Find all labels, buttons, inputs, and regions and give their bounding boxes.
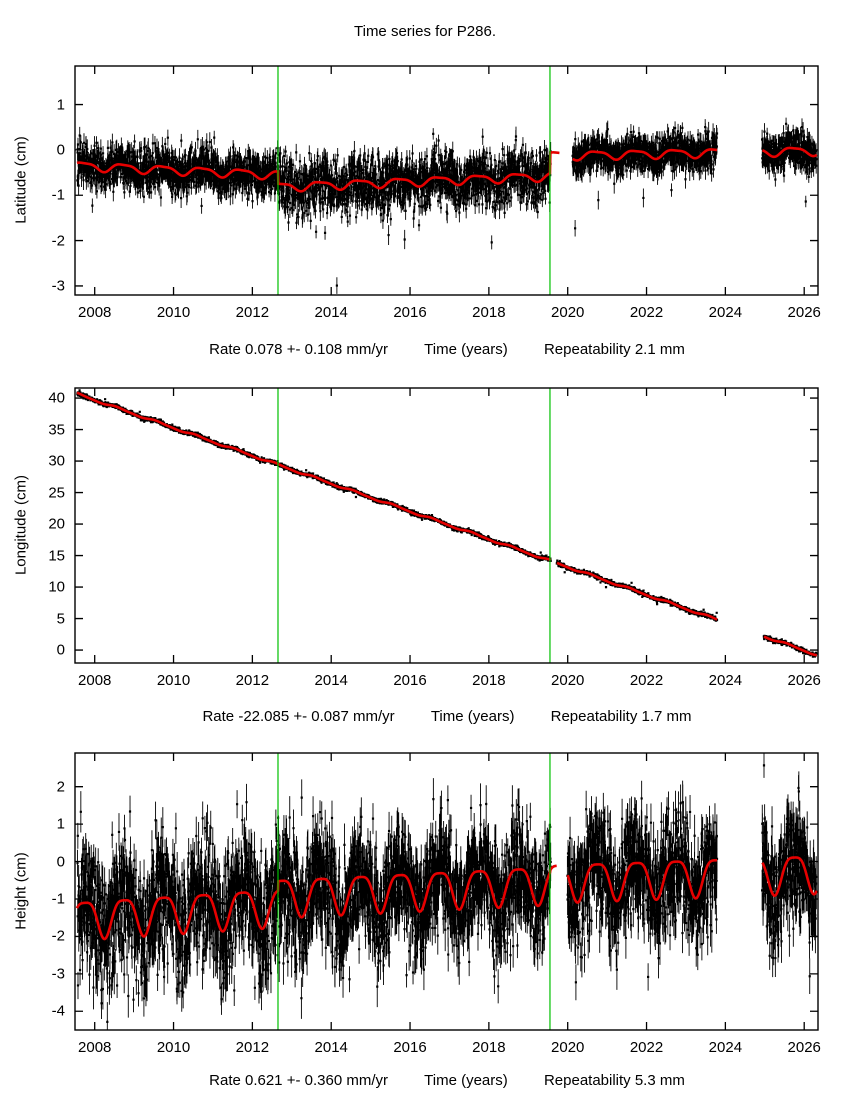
y-tick-label: 30 xyxy=(48,452,65,470)
x-tick-label: 2018 xyxy=(472,1039,506,1056)
repeatability-label-longitude: Repeatability 1.7 mm xyxy=(550,708,692,725)
x-tick-label: 2026 xyxy=(787,1039,821,1056)
x-tick-label: 2022 xyxy=(629,1039,664,1056)
x-axis-label: Time (years) xyxy=(424,341,508,358)
x-tick-label: 2014 xyxy=(314,672,348,689)
x-tick-label: 2010 xyxy=(156,672,191,689)
y-tick-label: 5 xyxy=(56,610,65,628)
y-tick-label: 0 xyxy=(56,853,65,871)
y-tick-label: -2 xyxy=(51,232,65,250)
y-tick-label: 1 xyxy=(56,815,65,833)
y-tick-label: 10 xyxy=(48,578,65,596)
panel-footer-longitude: Rate -22.085 +- 0.087 mm/yr Time (years)… xyxy=(202,708,691,725)
x-tick-label: 2012 xyxy=(235,1039,270,1056)
x-tick-label: 2024 xyxy=(708,672,743,689)
x-tick-label: 2014 xyxy=(314,1039,348,1056)
y-tick-label: 0 xyxy=(56,141,65,159)
panel-footer-height: Rate 0.621 +- 0.360 mm/yr Time (years) R… xyxy=(209,1072,685,1089)
repeatability-label-latitude: Repeatability 2.1 mm xyxy=(543,341,685,358)
x-tick-label: 2018 xyxy=(472,304,506,321)
x-tick-label: 2010 xyxy=(156,304,191,321)
chart-title: Time series for P286. xyxy=(354,23,496,40)
x-axis-label: Time (years) xyxy=(430,708,515,725)
y-tick-label: 20 xyxy=(48,515,65,533)
y-tick-label: 35 xyxy=(48,421,65,439)
y-axis-label-latitude: Latitude (cm) xyxy=(12,136,30,224)
y-tick-label: -1 xyxy=(51,890,65,908)
y-tick-label: 25 xyxy=(48,484,65,502)
rate-label-height: Rate 0.621 +- 0.360 mm/yr xyxy=(209,1072,388,1089)
x-tick-label: 2016 xyxy=(393,672,427,689)
y-tick-label: 2 xyxy=(56,778,65,796)
y-tick-label: -4 xyxy=(51,1002,65,1020)
x-tick-label: 2008 xyxy=(78,672,112,689)
x-tick-label: 2024 xyxy=(708,1039,743,1056)
x-tick-label: 2008 xyxy=(78,1039,112,1056)
y-tick-label: -3 xyxy=(51,965,65,983)
x-tick-label: 2022 xyxy=(629,672,664,689)
x-tick-label: 2020 xyxy=(551,304,585,321)
x-tick-label: 2020 xyxy=(551,1039,585,1056)
x-tick-label: 2014 xyxy=(314,304,348,321)
x-tick-label: 2020 xyxy=(551,672,585,689)
y-tick-label: -3 xyxy=(51,277,65,295)
x-tick-label: 2022 xyxy=(629,304,664,321)
rate-label-longitude: Rate -22.085 +- 0.087 mm/yr xyxy=(202,708,395,725)
x-tick-label: 2010 xyxy=(156,1039,191,1056)
y-tick-label: 40 xyxy=(48,389,65,407)
x-tick-label: 2016 xyxy=(393,1039,427,1056)
y-tick-label: 1 xyxy=(56,96,65,114)
panel-footer-latitude: Rate 0.078 +- 0.108 mm/yr Time (years) R… xyxy=(209,341,685,358)
x-tick-label: 2026 xyxy=(787,672,821,689)
x-tick-label: 2024 xyxy=(708,304,743,321)
rate-label-latitude: Rate 0.078 +- 0.108 mm/yr xyxy=(209,341,388,358)
x-tick-label: 2016 xyxy=(393,304,427,321)
y-tick-label: -2 xyxy=(51,927,65,945)
repeatability-label-height: Repeatability 5.3 mm xyxy=(543,1072,685,1089)
x-tick-label: 2012 xyxy=(235,304,270,321)
x-tick-label: 2008 xyxy=(78,304,112,321)
y-tick-label: 15 xyxy=(48,547,65,565)
x-tick-label: 2018 xyxy=(472,672,506,689)
y-axis-label-height: Height (cm) xyxy=(12,852,30,930)
x-axis-label: Time (years) xyxy=(424,1072,508,1089)
y-axis-label-longitude: Longitude (cm) xyxy=(12,474,30,576)
y-tick-label: -1 xyxy=(51,186,65,204)
y-tick-label: 0 xyxy=(56,641,65,659)
x-tick-label: 2026 xyxy=(787,304,821,321)
x-tick-label: 2012 xyxy=(235,672,270,689)
